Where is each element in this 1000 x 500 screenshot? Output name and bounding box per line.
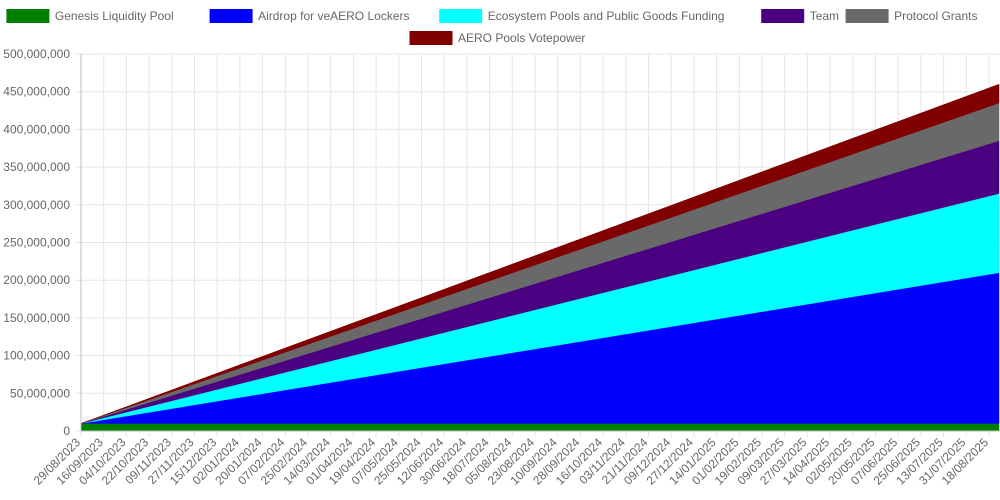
legend: Genesis Liquidity Pool Airdrop for veAERO… xyxy=(6,9,977,45)
legend-label: Team xyxy=(810,9,839,23)
y-tick-label: 250,000,000 xyxy=(3,236,70,250)
legend-swatch xyxy=(439,9,483,23)
legend-label: Ecosystem Pools and Public Goods Funding xyxy=(488,9,725,23)
area-series xyxy=(80,83,1000,432)
y-tick-label: 200,000,000 xyxy=(3,273,70,287)
legend-item: Protocol Grants xyxy=(845,9,977,23)
area-aero-pools-votepower xyxy=(80,83,1000,424)
legend-swatch xyxy=(409,31,453,45)
y-tick-label: 500,000,000 xyxy=(3,47,70,61)
legend-label: Protocol Grants xyxy=(894,9,977,23)
y-tick-label: 300,000,000 xyxy=(3,198,70,212)
y-tick-label: 350,000,000 xyxy=(3,160,70,174)
legend-swatch xyxy=(6,9,50,23)
legend-label: Airdrop for veAERO Lockers xyxy=(258,9,409,23)
y-tick-label: 450,000,000 xyxy=(3,85,70,99)
legend-swatch xyxy=(845,9,889,23)
legend-swatch xyxy=(209,9,253,23)
legend-item: Airdrop for veAERO Lockers xyxy=(209,9,409,23)
legend-item: Genesis Liquidity Pool xyxy=(6,9,174,23)
y-tick-label: 150,000,000 xyxy=(3,311,70,325)
y-tick-label: 50,000,000 xyxy=(10,386,70,400)
legend-swatch xyxy=(761,9,805,23)
legend-item: Team xyxy=(761,9,839,23)
area-genesis-liquidity-pool xyxy=(80,423,1000,432)
y-tick-label: 100,000,000 xyxy=(3,349,70,363)
y-tick-label: 400,000,000 xyxy=(3,122,70,136)
legend-item: Ecosystem Pools and Public Goods Funding xyxy=(439,9,725,23)
legend-label: AERO Pools Votepower xyxy=(458,31,585,45)
legend-item: AERO Pools Votepower xyxy=(409,31,585,45)
legend-label: Genesis Liquidity Pool xyxy=(55,9,174,23)
y-tick-label: 0 xyxy=(63,424,70,438)
